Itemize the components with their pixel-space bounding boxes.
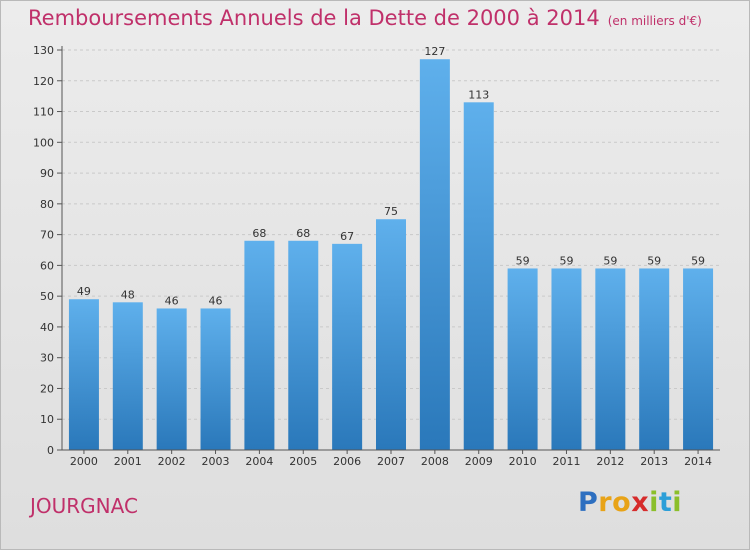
- y-tick-label: 110: [33, 106, 54, 119]
- x-tick-label: 2000: [70, 455, 98, 468]
- bar: [376, 219, 406, 450]
- bar-value-label: 49: [77, 285, 91, 298]
- y-tick-label: 130: [33, 44, 54, 57]
- bar-value-label: 59: [603, 254, 617, 267]
- y-tick-label: 50: [40, 290, 54, 303]
- axis-layer: 0 10 20 30 40 50 60 70 80 90 100 110 120 130 2000 2001 2…: [33, 44, 720, 468]
- bar-value-label: 75: [384, 205, 398, 218]
- x-tick-label: 2014: [684, 455, 712, 468]
- bar: [419, 59, 450, 450]
- y-tick-label: 10: [40, 413, 54, 426]
- bar-value-label: 59: [691, 254, 705, 267]
- bar-value-label: 127: [424, 45, 445, 58]
- x-tick-label: 2010: [509, 455, 537, 468]
- y-tick-label: 80: [40, 198, 54, 211]
- bar-value-label: 67: [340, 230, 354, 243]
- bar: [112, 302, 143, 450]
- x-tick-label: 2001: [114, 455, 142, 468]
- y-tick-label: 0: [47, 444, 54, 457]
- x-tick-label: 2008: [421, 455, 449, 468]
- x-tick-label: 2006: [333, 455, 361, 468]
- y-tick-label: 90: [40, 167, 54, 180]
- bar-value-label: 68: [296, 227, 310, 240]
- bar: [68, 299, 99, 450]
- x-tick-label: 2012: [596, 455, 624, 468]
- logo-letter: r: [598, 487, 613, 518]
- chart-title: Remboursements Annuels de la Dette de 20…: [28, 6, 702, 30]
- bar: [332, 243, 363, 450]
- bar-value-label: 46: [165, 294, 179, 307]
- chart-title-text: Remboursements Annuels de la Dette de 20…: [28, 6, 600, 30]
- bar-value-label: 59: [647, 254, 661, 267]
- bar: [463, 102, 494, 451]
- bar-value-label: 48: [121, 288, 135, 301]
- y-tick-label: 70: [40, 229, 54, 242]
- x-tick-label: 2007: [377, 455, 405, 468]
- logo-letter: i: [672, 487, 683, 518]
- bar: [683, 268, 714, 450]
- labels-layer: 49 48 46 46 68 68 67 75 127 113 59 59 59 59 59: [77, 45, 705, 307]
- y-tick-label: 30: [40, 352, 54, 365]
- bar: [507, 268, 538, 450]
- proxiti-logo[interactable]: Proxiti: [578, 487, 682, 518]
- x-tick-label: 2011: [552, 455, 580, 468]
- logo-letter: i: [649, 487, 659, 518]
- x-tick-label: 2002: [158, 455, 186, 468]
- x-tick-label: 2005: [289, 455, 317, 468]
- bar-value-label: 113: [468, 88, 489, 101]
- x-tick-label: 2013: [640, 455, 668, 468]
- x-tick-label: 2004: [245, 455, 273, 468]
- y-tick-label: 40: [40, 321, 54, 334]
- bar: [639, 268, 670, 450]
- bar-value-label: 59: [516, 254, 530, 267]
- bar: [551, 268, 582, 450]
- y-tick-label: 100: [33, 136, 54, 149]
- bar-value-label: 59: [559, 254, 573, 267]
- logo-letter: P: [578, 487, 599, 518]
- bar: [288, 240, 319, 450]
- logo-letter: t: [658, 487, 673, 518]
- x-tick-label: 2009: [465, 455, 493, 468]
- bar: [156, 308, 187, 450]
- bar: [595, 268, 626, 450]
- bar: [244, 240, 275, 450]
- town-name: JOURGNAC: [30, 494, 138, 518]
- chart-subtitle: (en milliers d'€): [607, 14, 702, 28]
- y-tick-label: 20: [40, 382, 54, 395]
- bar-value-label: 46: [209, 294, 223, 307]
- y-tick-label: 120: [33, 75, 54, 88]
- bar: [200, 308, 231, 450]
- logo-letter: x: [631, 487, 650, 518]
- x-tick-label: 2003: [202, 455, 230, 468]
- bar-value-label: 68: [252, 227, 266, 240]
- y-tick-label: 60: [40, 259, 54, 272]
- bars-layer: [68, 59, 714, 451]
- logo-letter: o: [612, 487, 632, 518]
